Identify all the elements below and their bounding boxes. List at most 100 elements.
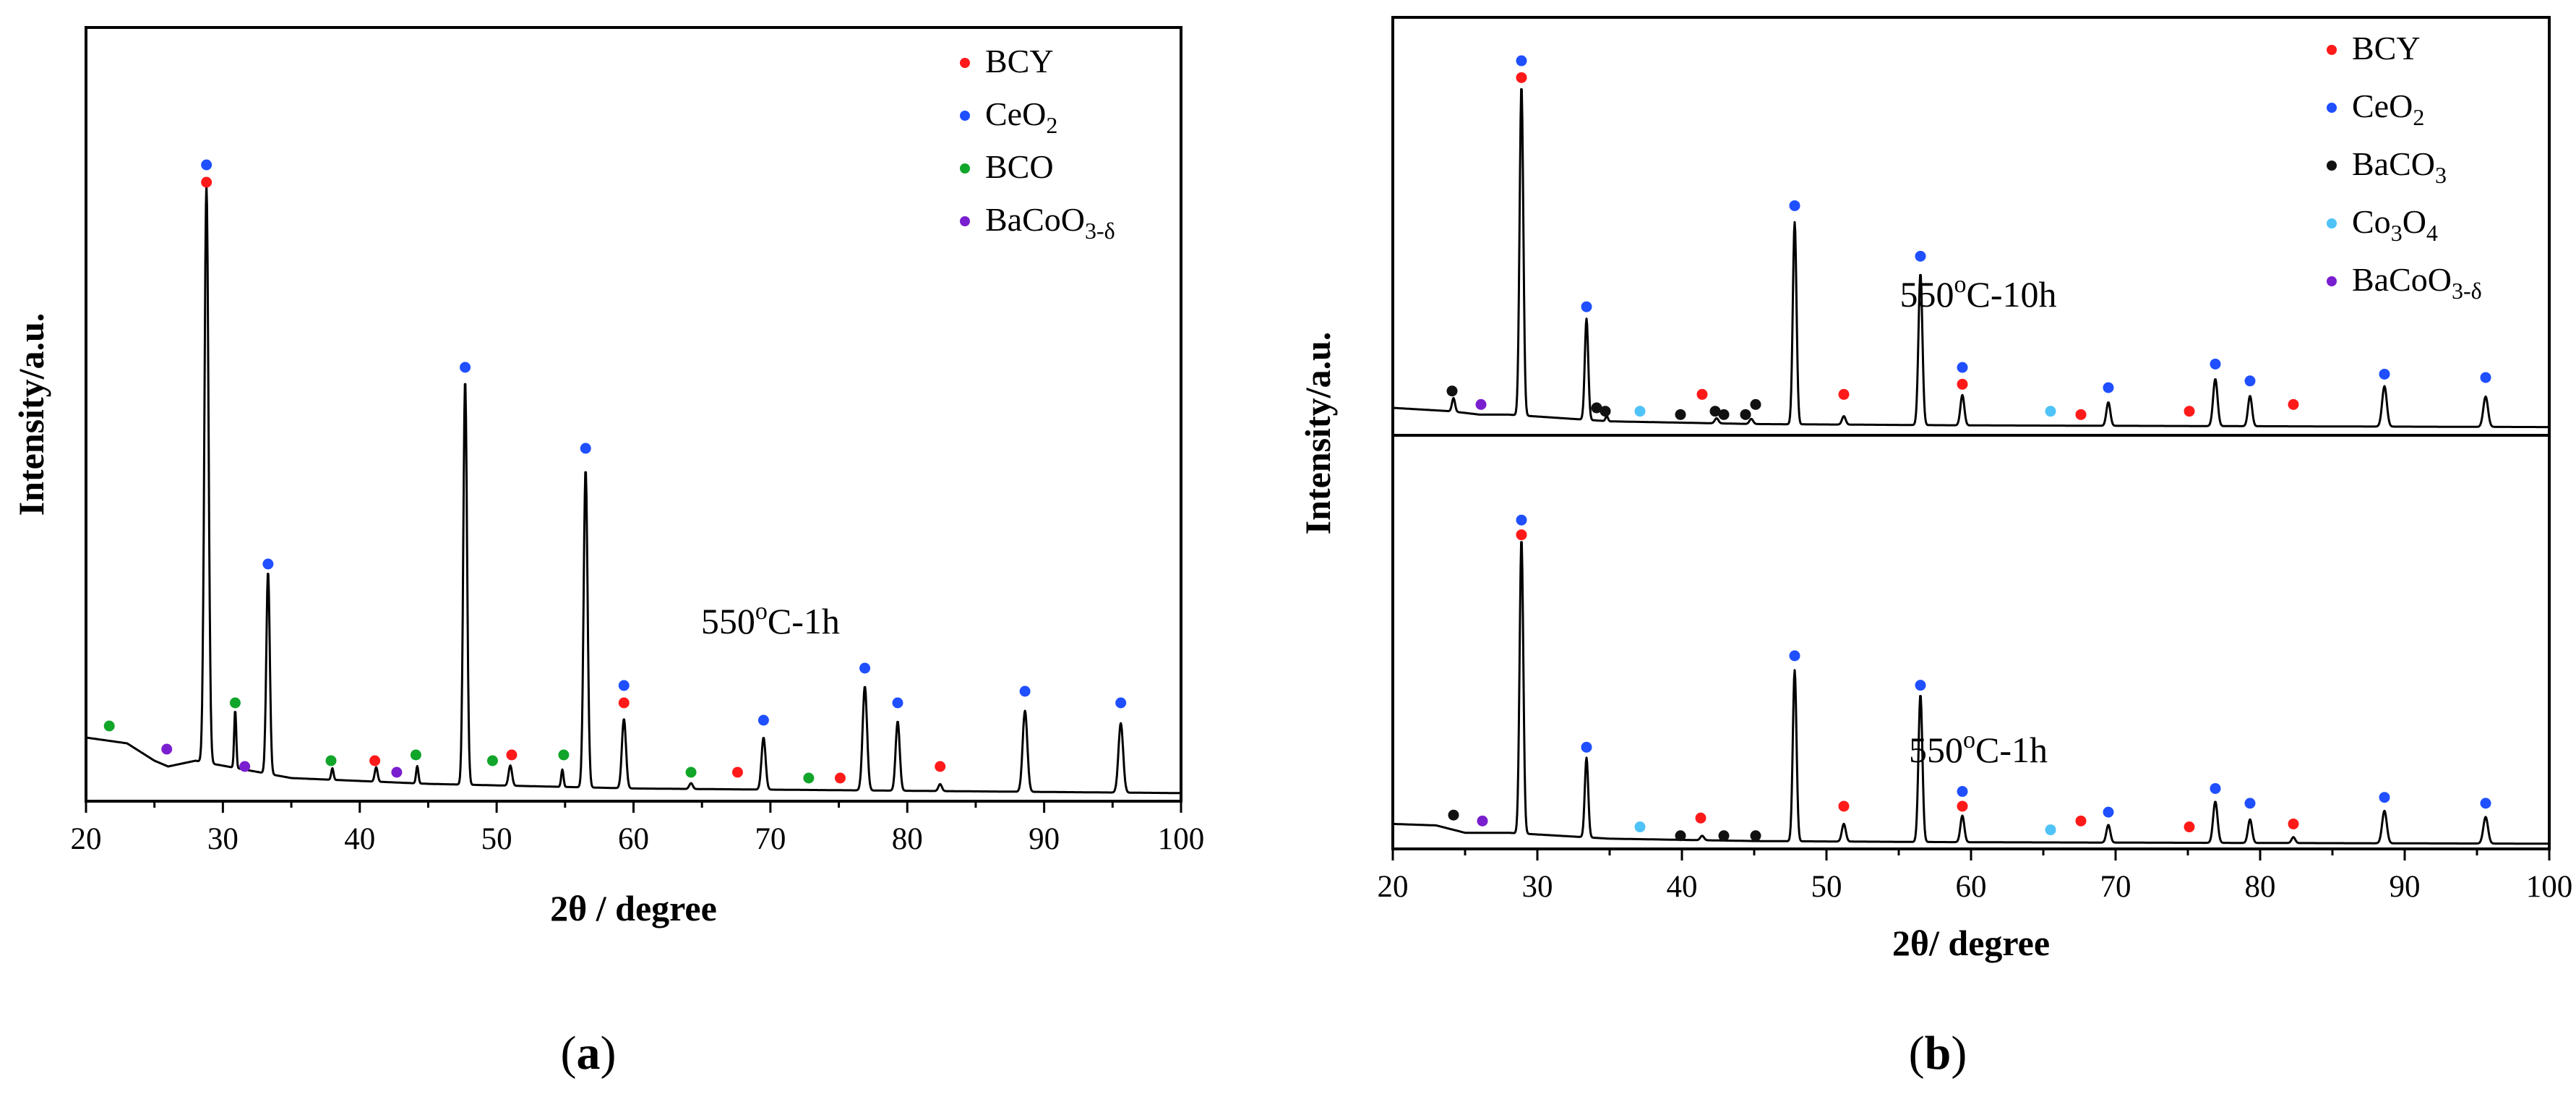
phase-marker-baco3 [1750, 830, 1761, 842]
legend-label-main: BCY [2352, 30, 2421, 67]
phase-marker-bcy [2288, 818, 2299, 829]
condition-annotation: 550oC-1h [1909, 727, 2048, 770]
legend-label-main: CeO [985, 95, 1046, 132]
panel-caption: (a) [561, 1027, 617, 1080]
legend-label-subscript: 3 [2391, 220, 2403, 246]
phase-marker-ceo2 [580, 443, 591, 454]
phase-marker-baco3 [1591, 402, 1602, 414]
phase-marker-co3o4 [2045, 406, 2056, 417]
legend-marker-ceo2 [960, 111, 970, 121]
phase-marker-ceo2 [1957, 362, 1968, 373]
annotation-degree-sup: o [1954, 271, 1967, 298]
x-tick-label: 100 [1158, 822, 1205, 856]
phase-marker-bacoo3 [161, 743, 173, 755]
phase-marker-bcy [834, 772, 846, 784]
phase-marker-bacoo3 [239, 761, 251, 772]
legend-label-main: Co [2352, 203, 2391, 240]
phase-marker-bacoo3 [1475, 398, 1487, 410]
phase-marker-bcy [1516, 529, 1527, 541]
phase-marker-ceo2 [1516, 55, 1527, 67]
phase-marker-bco [410, 749, 421, 761]
phase-marker-bcy [1957, 378, 1968, 390]
legend-label-bcy: BCY [985, 43, 1054, 80]
y-axis-title: Intensity/a.u. [11, 313, 51, 516]
x-tick-label: 60 [618, 822, 649, 856]
phase-marker-bco [558, 749, 570, 761]
phase-marker-baco3 [1718, 830, 1730, 842]
phase-marker-ceo2 [1581, 301, 1592, 312]
phase-marker-bco [803, 772, 815, 784]
legend-label-subscript: 2 [2413, 104, 2424, 130]
phase-marker-bacoo3 [1477, 815, 1488, 826]
condition-annotation: 550oC-1h [701, 598, 840, 641]
phase-marker-bco [685, 766, 697, 778]
phase-marker-ceo2 [2379, 368, 2390, 380]
annotation-duration: C-10h [1967, 274, 2057, 315]
phase-marker-bcy [1695, 812, 1706, 824]
legend-label-main: BCY [985, 43, 1054, 80]
phase-marker-baco3 [1446, 385, 1458, 397]
legend-marker-bco [960, 163, 970, 174]
legend-marker-bacoo3 [960, 216, 970, 226]
diffraction-line-1 [1392, 541, 2550, 845]
plot-frame [1391, 16, 2551, 850]
legend-marker-baco3 [2327, 161, 2337, 171]
condition-annotation: 550oC-10h [1900, 271, 2057, 315]
diffraction-line-0 [85, 183, 1182, 795]
annotation-temperature: 550 [1909, 730, 1963, 770]
phase-marker-co3o4 [1634, 406, 1646, 417]
caption-letter: b [1925, 1027, 1952, 1080]
y-axis-title: Intensity/a.u. [1297, 332, 1338, 535]
x-tick-label: 40 [1667, 870, 1698, 904]
phase-marker-ceo2 [618, 680, 630, 691]
x-tick-label: 70 [2100, 870, 2131, 904]
phase-marker-bcy [369, 755, 381, 766]
phase-marker-ceo2 [262, 558, 274, 570]
phase-marker-bacoo3 [391, 766, 403, 778]
phase-marker-ceo2 [2244, 375, 2256, 387]
annotation-temperature: 550 [701, 601, 755, 641]
x-tick-label: 80 [892, 822, 923, 856]
phase-marker-ceo2 [2244, 798, 2256, 809]
phase-marker-baco3 [1600, 406, 1611, 417]
phase-marker-bco [103, 720, 115, 732]
phase-marker-ceo2 [859, 662, 871, 674]
phase-marker-bcy [1516, 72, 1527, 83]
phase-marker-ceo2 [2103, 382, 2114, 393]
legend-label-bcy: BCY [2352, 30, 2421, 67]
phase-marker-ceo2 [892, 697, 903, 709]
phase-marker-bcy [618, 697, 630, 709]
phase-marker-baco3 [1709, 406, 1721, 417]
caption-letter: a [577, 1027, 601, 1080]
panel-a-chart: 20 30 40 50 60 70 80 90 100 2θ / degree Intensity/… [11, 26, 1205, 1080]
caption-paren-close: ) [601, 1027, 617, 1080]
phase-marker-ceo2 [1915, 250, 1926, 262]
phase-marker-bcy [1957, 800, 1968, 812]
annotation-temperature: 550 [1900, 274, 1954, 315]
phase-marker-ceo2 [2480, 372, 2491, 383]
phase-marker-ceo2 [460, 362, 471, 373]
phase-marker-ceo2 [1019, 685, 1031, 697]
phase-marker-baco3 [1718, 409, 1730, 420]
legend-marker-co3o4 [2327, 218, 2337, 228]
diffraction-line-0 [1392, 87, 2550, 429]
phase-marker-ceo2 [2480, 798, 2491, 809]
phase-marker-ceo2 [1957, 786, 1968, 798]
legend-label-main: CeO [2352, 87, 2413, 124]
annotation-degree-sup: o [755, 598, 768, 625]
legend-label-bco: BCO [985, 148, 1054, 185]
phase-marker-bco [325, 755, 337, 766]
phase-marker-ceo2 [1789, 200, 1800, 211]
phase-marker-bcy [1696, 388, 1708, 400]
phase-marker-bcy [2075, 409, 2087, 420]
phase-marker-baco3 [1750, 398, 1761, 410]
legend-label-main: BaCoO [2352, 261, 2452, 298]
x-tick-label: 100 [2526, 870, 2573, 904]
x-tick-label: 50 [1811, 870, 1842, 904]
caption-paren-open: ( [561, 1027, 577, 1080]
legend-marker-bcy [960, 58, 970, 68]
x-tick-label: 30 [1522, 870, 1553, 904]
phase-marker-co3o4 [2045, 824, 2056, 836]
plot-frame [85, 26, 1182, 803]
